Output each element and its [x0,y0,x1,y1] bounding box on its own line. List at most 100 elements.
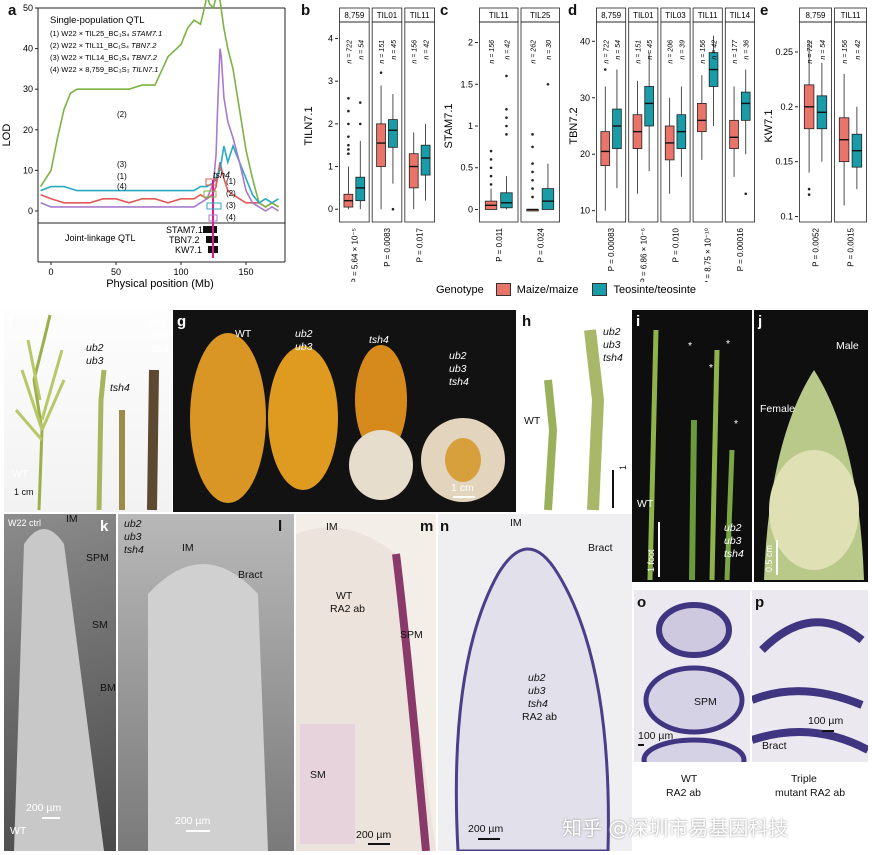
a-legend-gene: TBN7.2 [131,41,157,50]
p-scalebar [822,730,834,732]
box-p-label: P = 6.86 × 10⁻⁶ [639,228,648,282]
box-p-label: P = 0.017 [416,227,425,262]
a-ytick-label: 40 [23,44,33,54]
a-xtick-label: 0 [48,267,53,277]
a-tsh4-label: tsh4 [213,170,230,180]
l-scalebar [186,830,210,832]
o-caption-1: WT [681,773,698,785]
i-star-1: * [688,340,693,352]
box-ylabel: TBN7.2 [568,107,580,144]
box-n-label: n = 156 [700,40,707,64]
box-outlier [489,174,493,178]
k-im: IM [66,514,78,525]
j-scalebar [776,540,778,575]
m-sm: SM [310,769,326,781]
box-p-label: P = 0.011 [495,227,504,261]
a-interval-3 [206,202,222,210]
insitu-m [296,527,436,851]
box-outlier [489,149,493,153]
a-line-label-2: (2) [117,110,127,119]
box-p-label: P = 0.00083 [607,227,616,271]
box-n-label: n = 722 [603,40,610,64]
f-tsh4: tsh4 [110,382,130,394]
box-n-label: n = 206 [668,40,675,64]
box-ytick-label: 10 [580,206,590,216]
photo-g: g WT ub2 ub3 tsh4 ub2 ub3 tsh4 1 cm [173,310,516,512]
box-group-name: TIL14 [730,11,751,20]
panel-label-h: h [522,313,532,330]
box-group-frame [520,21,560,223]
box-group-frame [724,21,755,223]
box-body [408,153,419,189]
box-group-frame [692,21,723,223]
a-ytick-label: 30 [23,84,33,94]
box-body [355,176,366,202]
a-interval-label-2: (2) [226,189,236,198]
l-ub3: ub3 [124,531,142,543]
g-ub3: ub3 [295,341,313,353]
a-xtick-label: 150 [238,267,253,277]
box-p-label: P = 0.0015 [847,227,856,266]
a-interval-label-1: (1) [226,177,236,186]
m-ab: RA2 ab [330,603,366,615]
a-interval-2 [203,190,217,198]
a-legend-entry: (4) W22 × 8,759_BC₃S₃ TILN7.1 [50,65,158,74]
box-body [740,91,751,121]
i-scale: 1 foot [646,549,656,572]
ear-j [764,370,864,580]
box-ytick-label: 3 [328,76,333,86]
box-outlier [379,71,383,74]
photo-j: j Male Female 0.5 cm [754,310,868,582]
genotype-legend: Genotype Maize/maize Teosinte/teosinte [436,283,696,296]
box-outlier [358,122,362,126]
box-n-label: n = 151 [379,40,386,64]
box-ytick-label: 2 [468,38,473,48]
box-outlier [531,170,534,174]
a-tbn-label: TBN7.2 [169,235,200,245]
i-ub3: ub3 [724,535,742,547]
box-outlier [347,109,350,113]
box-group-frame [628,21,659,223]
box-outlier [347,135,350,138]
boxplot-b: TILN7.1 0 1 2 3 4 8,759 n = 722 n = 54 P = 5.64 ×… [303,7,435,282]
panel-label-a: a [8,2,17,19]
box-ytick-label: 0.1 [780,212,793,222]
l-tsh4: tsh4 [124,544,144,556]
g-scale: 1 cm [451,482,474,494]
photo-h: h ub2 ub3 tsh4 WT 1 cm [518,310,630,512]
box-p-label: P = 5.64 × 10⁻⁵ [350,228,359,282]
panel-label-f: f [8,313,13,330]
a-stam-bar [203,226,217,233]
box-n-label: n = 30 [546,40,553,60]
a-xlabel: Physical position (Mb) [106,278,214,290]
box-body [541,188,555,210]
box-body [697,103,707,133]
sem-k [14,529,104,851]
g-scalebar [453,496,475,498]
box-outlier [531,178,534,182]
box-outlier [347,122,350,126]
box-n-label: n = 45 [647,40,654,60]
photo-m: m IM WT RA2 ab SPM SM 200 µm [296,514,436,851]
a-ytick-label: 10 [23,165,33,175]
box-body [420,144,431,176]
boxplot-e: KW7.1 0.1 0.15 0.2 0.25 8,759 n = 722 n = 54 P =… [763,7,867,267]
box-group-frame [339,21,370,223]
a-interval-4 [208,214,218,222]
a-ylabel: LOD [1,124,13,147]
photo-l: l ub2 ub3 tsh4 IM Bract 200 µm [118,514,294,851]
i-scalebar [658,522,660,577]
box-body [600,131,611,166]
insitu-p [752,618,868,754]
box-n-label: n = 54 [820,40,827,60]
n-tsh4: tsh4 [528,698,548,710]
box-group-frame [596,21,627,223]
f-triple-1: tsh4 [146,317,166,329]
photo-i: i * * * * WT ub2 ub3 tsh4 1 foot [632,310,752,582]
g-ub2: ub2 [295,328,313,340]
a-interval-label-4: (4) [226,213,236,222]
panel-label-e: e [760,2,769,19]
box-group-frame [834,21,867,223]
a-legend-id: (3) [50,53,61,62]
box-ylabel: STAM7.1 [443,103,455,148]
